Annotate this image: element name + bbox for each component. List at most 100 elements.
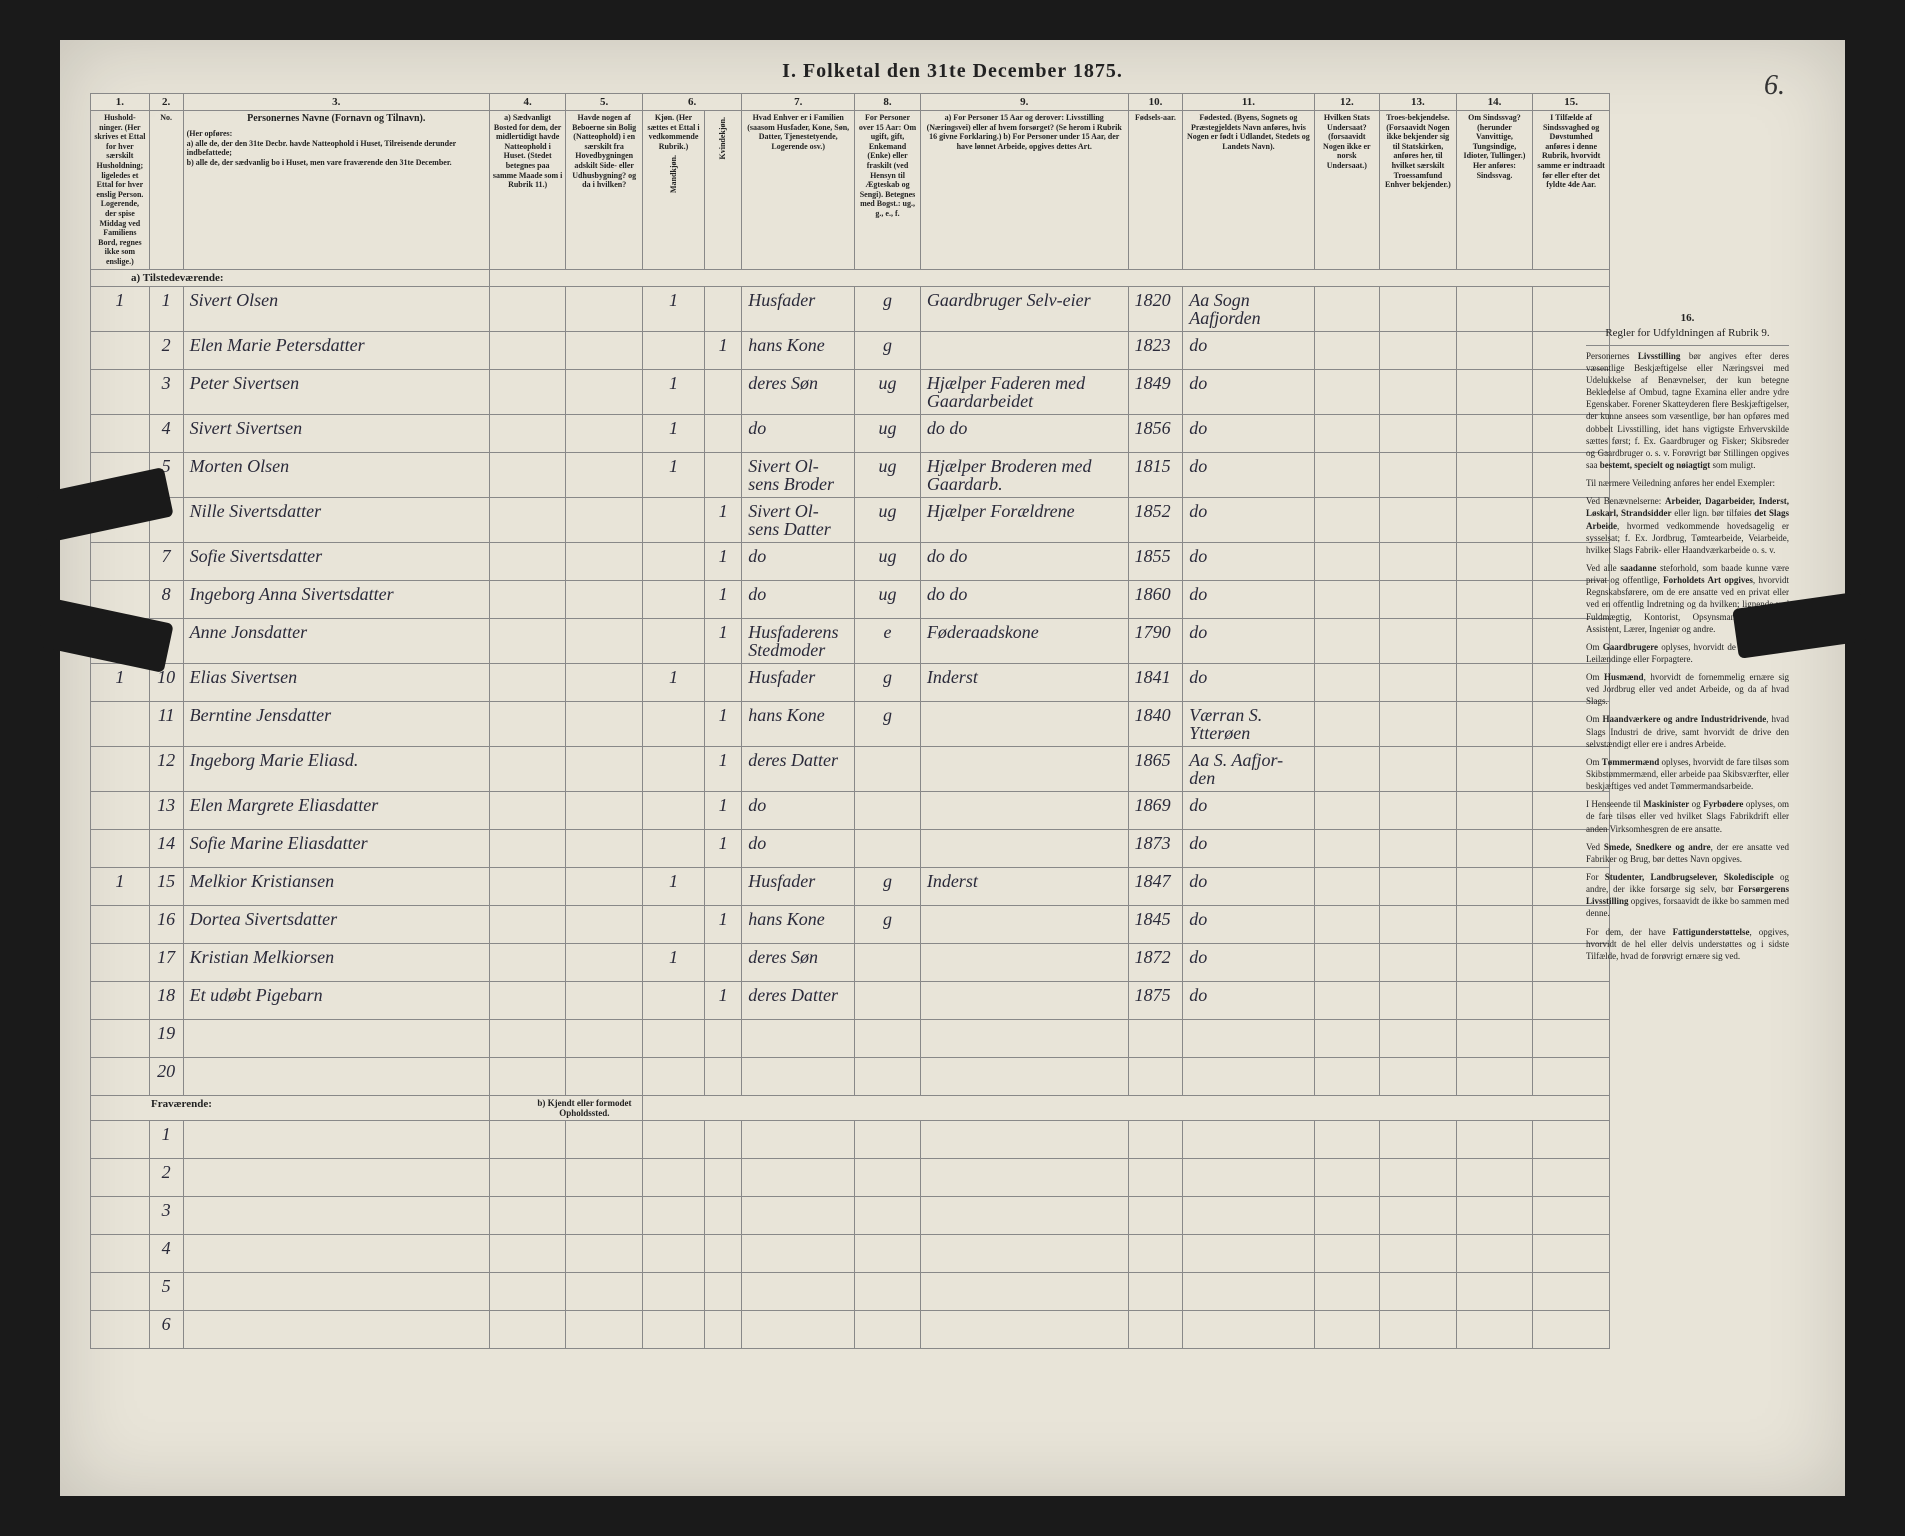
rules-paragraph: For Studenter, Landbrugselever, Skoledis… <box>1586 871 1789 920</box>
person-number: 2 <box>149 1158 183 1196</box>
ledger-wrap: 1. 2. 3. 4. 5. 6. 7. 8. 9. 10. 11. 12. 1… <box>90 93 1610 1349</box>
rules-column-16: 16. Regler for Udfyldningen af Rubrik 9.… <box>1580 305 1795 1445</box>
marital-status: g <box>855 867 921 905</box>
coln-3: 3. <box>183 94 489 111</box>
sex-female <box>705 452 742 497</box>
sex-male: 1 <box>642 369 704 414</box>
hdr-9: a) For Personer 15 Aar og derover: Livss… <box>920 111 1128 270</box>
birth-place: do <box>1183 618 1314 663</box>
table-row: 20 <box>91 1057 1610 1095</box>
birth-year: 1869 <box>1128 791 1183 829</box>
occupation <box>920 331 1128 369</box>
marital-status <box>855 1057 921 1095</box>
coln-9: 9. <box>920 94 1128 111</box>
table-row: 4 <box>91 1234 1610 1272</box>
col4 <box>489 981 566 1019</box>
person-name <box>183 1057 489 1095</box>
family-relation: deres Datter <box>742 746 855 791</box>
sex-female <box>705 286 742 331</box>
col4 <box>489 542 566 580</box>
family-relation: Husfader <box>742 867 855 905</box>
occupation: Inderst <box>920 663 1128 701</box>
marital-status <box>855 981 921 1019</box>
household-mark <box>91 791 150 829</box>
col13 <box>1380 497 1457 542</box>
col14 <box>1456 829 1533 867</box>
birth-year <box>1128 1019 1183 1057</box>
household-mark <box>91 1057 150 1095</box>
marital-status <box>855 791 921 829</box>
table-row: 16Dortea Sivertsdatter1hans Koneg1845do <box>91 905 1610 943</box>
hdr-15: I Tilfælde af Sindssvaghed og Døvstumhed… <box>1533 111 1610 270</box>
col14 <box>1456 286 1533 331</box>
sex-female <box>705 943 742 981</box>
hdr-14: Om Sindssvag? (herunder Vanvittige, Tung… <box>1456 111 1533 270</box>
table-row: 2Elen Marie Petersdatter1hans Koneg1823d… <box>91 331 1610 369</box>
person-name: Sivert Sivertsen <box>183 414 489 452</box>
sex-male <box>642 542 704 580</box>
col12 <box>1314 497 1380 542</box>
coln-7: 7. <box>742 94 855 111</box>
birth-place <box>1183 1019 1314 1057</box>
coln-14: 14. <box>1456 94 1533 111</box>
table-row: 5 <box>91 1272 1610 1310</box>
ledger-table: 1. 2. 3. 4. 5. 6. 7. 8. 9. 10. 11. 12. 1… <box>90 93 1610 1349</box>
col5 <box>566 452 643 497</box>
rules-paragraph: Ved Smede, Snedkere og andre, der ere an… <box>1586 841 1789 865</box>
col14 <box>1456 369 1533 414</box>
birth-place: do <box>1183 791 1314 829</box>
section-a-label: a) Tilstedeværende: <box>91 269 1610 286</box>
marital-status: g <box>855 905 921 943</box>
hdr-4: a) Sædvanligt Bosted for dem, der midler… <box>489 111 566 270</box>
col14 <box>1456 331 1533 369</box>
person-number: 11 <box>149 701 183 746</box>
col4 <box>489 618 566 663</box>
col13 <box>1380 414 1457 452</box>
household-mark <box>91 331 150 369</box>
sex-male <box>642 746 704 791</box>
marital-status <box>855 943 921 981</box>
table-row: 7Sofie Sivertsdatter1dougdo do1855do <box>91 542 1610 580</box>
rules-paragraph: Ved Benævnelserne: Arbeider, Dagarbeider… <box>1586 495 1789 556</box>
col13 <box>1380 867 1457 905</box>
rules-paragraph: For dem, der have Fattigunderstøttelse, … <box>1586 926 1789 962</box>
birth-place: do <box>1183 580 1314 618</box>
coln-10: 10. <box>1128 94 1183 111</box>
table-row: 115Melkior Kristiansen1HusfadergInderst1… <box>91 867 1610 905</box>
sex-male <box>642 791 704 829</box>
col12 <box>1314 1057 1380 1095</box>
col13 <box>1380 701 1457 746</box>
sex-female <box>705 867 742 905</box>
person-number: 5 <box>149 1272 183 1310</box>
marital-status: g <box>855 663 921 701</box>
household-mark <box>91 1019 150 1057</box>
col5 <box>566 580 643 618</box>
sex-male: 1 <box>642 943 704 981</box>
col13 <box>1380 542 1457 580</box>
sex-male <box>642 1019 704 1057</box>
hdr-2: No. <box>149 111 183 270</box>
col5 <box>566 331 643 369</box>
household-mark <box>91 905 150 943</box>
occupation: do do <box>920 414 1128 452</box>
col14 <box>1456 618 1533 663</box>
col5 <box>566 414 643 452</box>
family-relation: Husfader <box>742 286 855 331</box>
birth-year <box>1128 1057 1183 1095</box>
person-name: Sofie Marine Eliasdatter <box>183 829 489 867</box>
household-mark: 1 <box>91 286 150 331</box>
household-mark: 1 <box>91 663 150 701</box>
birth-place: Aa Sogn Aafjorden <box>1183 286 1314 331</box>
person-name: Berntine Jensdatter <box>183 701 489 746</box>
col13 <box>1380 981 1457 1019</box>
birth-place: do <box>1183 829 1314 867</box>
sex-male <box>642 331 704 369</box>
marital-status: g <box>855 286 921 331</box>
person-number: 19 <box>149 1019 183 1057</box>
col12 <box>1314 905 1380 943</box>
household-mark <box>91 369 150 414</box>
birth-year: 1845 <box>1128 905 1183 943</box>
occupation: do do <box>920 542 1128 580</box>
hdr-6b: Kvindekjøn. <box>705 111 742 270</box>
birth-year: 1855 <box>1128 542 1183 580</box>
